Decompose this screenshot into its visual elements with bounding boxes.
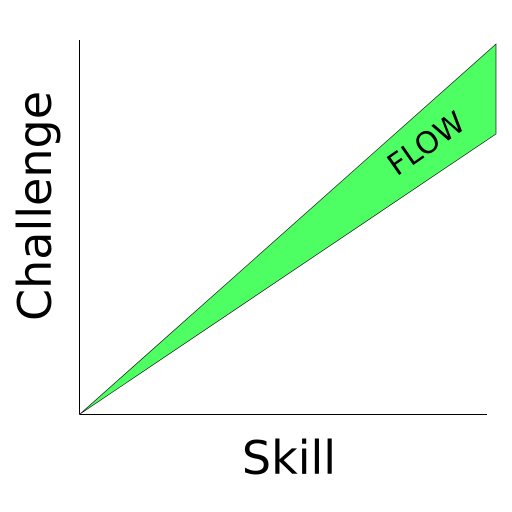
x-axis-label: Skill <box>242 431 336 485</box>
y-axis-label: Challenge <box>8 91 62 321</box>
flow-region <box>79 43 497 415</box>
